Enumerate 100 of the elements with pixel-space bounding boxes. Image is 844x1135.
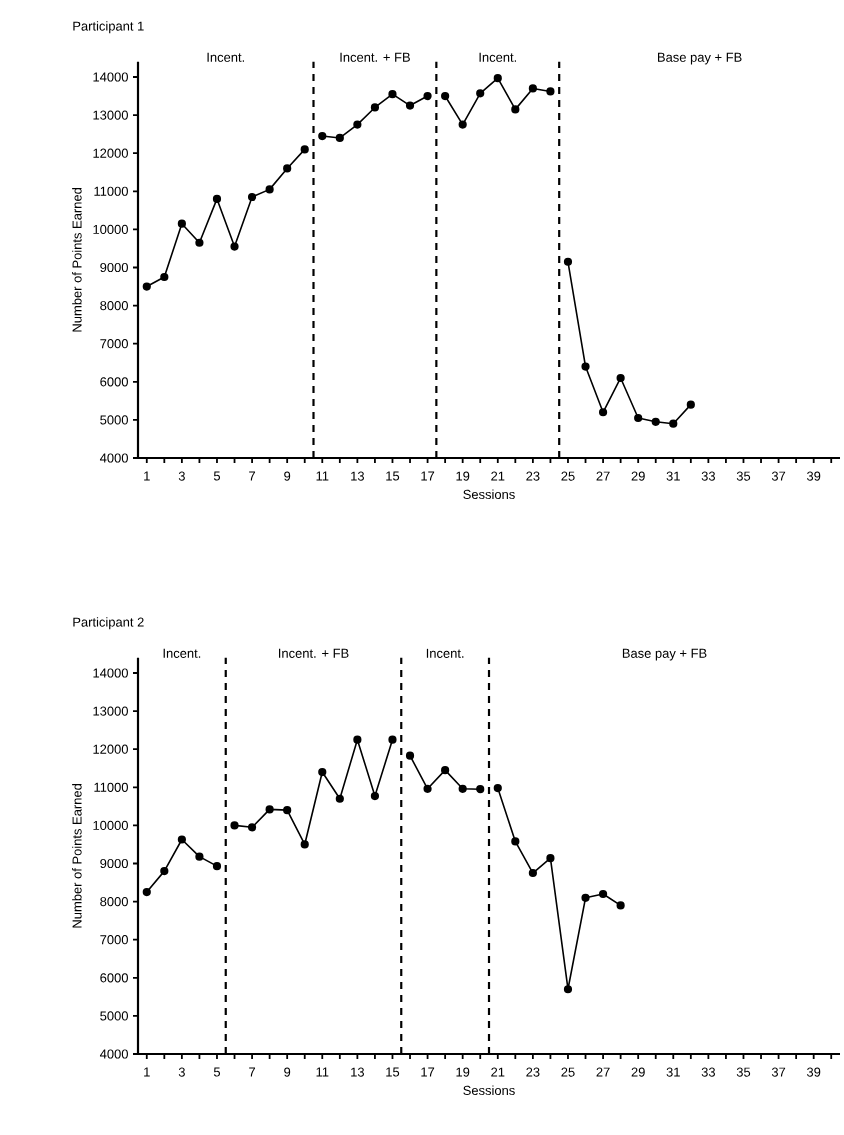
point (423, 784, 432, 793)
point (493, 74, 502, 83)
x-tick-label: 35 (736, 1067, 751, 1077)
y-tick-label: 10000 (93, 224, 128, 234)
x-tick-label: 19 (456, 471, 470, 481)
x-tick-label: 33 (701, 1067, 716, 1077)
annotation: Incent. + FB (279, 648, 349, 658)
point (142, 887, 151, 897)
x-tick-label: 13 (351, 471, 365, 481)
y-tick-label: 5000 (100, 415, 128, 425)
point (423, 91, 432, 101)
point (212, 194, 222, 204)
x-tick-label: 37 (771, 471, 786, 481)
point (160, 867, 169, 876)
x-tick-label: 1 (144, 471, 150, 481)
point (441, 91, 450, 101)
point (563, 257, 573, 266)
x-tick-label: 15 (386, 471, 400, 481)
x-tick-label: 31 (666, 471, 680, 481)
y-tick-label: 6000 (100, 377, 128, 387)
x-tick-label: 27 (596, 471, 610, 481)
point (458, 120, 467, 129)
point (300, 145, 309, 154)
x-tick-label: 31 (666, 1067, 680, 1077)
point (195, 238, 204, 247)
x-tick-label: 29 (631, 471, 645, 481)
x-tick-label: 17 (421, 1067, 435, 1077)
x-axis-title: Sessions (463, 489, 515, 500)
x-tick-label: 17 (421, 471, 435, 481)
point (212, 862, 222, 871)
point (581, 893, 590, 902)
x-tick-label: 29 (631, 1067, 645, 1077)
y-tick-label: 11000 (94, 782, 128, 792)
point (528, 868, 537, 878)
x-tick-label: 23 (526, 471, 540, 481)
x-tick-label: 37 (771, 1067, 786, 1077)
point (546, 854, 555, 863)
x-tick-label: 39 (806, 471, 821, 481)
point (493, 783, 502, 793)
x-tick-label: 33 (701, 471, 716, 481)
point (283, 806, 292, 815)
x-tick-label: 9 (284, 1067, 291, 1077)
x-tick-label: 25 (561, 471, 575, 481)
point (160, 272, 169, 282)
x-tick-label: 21 (491, 471, 505, 481)
x-axis-title: Sessions (463, 1085, 515, 1096)
y-tick-label: 4000 (99, 1049, 128, 1059)
point (563, 985, 573, 994)
x-tick-label: 5 (213, 471, 221, 481)
y-tick-label: 12000 (93, 744, 128, 754)
x-tick-label: 15 (386, 1067, 400, 1077)
point (651, 417, 660, 426)
point (265, 185, 274, 194)
point (581, 362, 590, 371)
annotation: Base pay + FB (658, 52, 742, 65)
point (318, 767, 327, 777)
y-tick-label: 7000 (100, 339, 128, 349)
chart-title: Participant 1 (73, 21, 144, 34)
point (353, 120, 362, 129)
point (476, 89, 485, 98)
point (247, 192, 257, 202)
point (230, 242, 239, 251)
point (528, 84, 537, 93)
y-tick-label: 13000 (93, 706, 128, 716)
point (458, 784, 467, 793)
point (300, 840, 309, 849)
annotation: Incent. (479, 52, 517, 62)
x-tick-label: 25 (561, 1067, 575, 1077)
point (388, 90, 397, 99)
point (511, 105, 520, 114)
point (686, 400, 695, 409)
y-tick-label: 13000 (93, 110, 128, 120)
point (405, 101, 415, 110)
point (318, 131, 327, 141)
y-tick-label: 14000 (93, 668, 128, 678)
x-tick-label: 5 (213, 1067, 221, 1077)
y-tick-label: 12000 (93, 148, 128, 158)
annotation: Incent. (207, 52, 245, 62)
point (616, 373, 625, 383)
point (370, 791, 380, 801)
x-tick-label: 35 (736, 471, 751, 481)
point (441, 766, 450, 775)
y-tick-label: 10000 (93, 820, 128, 830)
x-tick-label: 9 (284, 471, 291, 481)
point (353, 735, 362, 744)
x-tick-label: 3 (178, 1067, 185, 1077)
y-tick-label: 9000 (100, 262, 128, 273)
x-tick-label: 1 (144, 1067, 150, 1077)
y-tick-label: 9000 (100, 858, 128, 869)
y-tick-label: 8000 (100, 301, 128, 311)
y-tick-label: 6000 (100, 973, 128, 983)
y-tick-label: 8000 (100, 897, 128, 907)
point (511, 837, 520, 846)
x-tick-label: 21 (491, 1067, 505, 1077)
annotation: Base pay + FB (622, 648, 707, 661)
y-tick-label: 7000 (100, 935, 128, 945)
x-tick-label: 27 (596, 1067, 610, 1077)
point (195, 852, 204, 861)
point (476, 785, 485, 794)
x-tick-label: 11 (316, 471, 329, 481)
